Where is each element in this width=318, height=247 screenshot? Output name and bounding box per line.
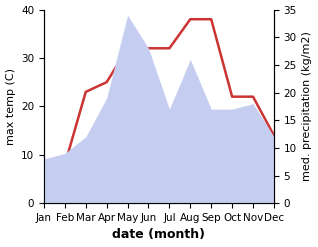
Y-axis label: med. precipitation (kg/m2): med. precipitation (kg/m2) <box>302 31 313 181</box>
X-axis label: date (month): date (month) <box>113 228 205 242</box>
Y-axis label: max temp (C): max temp (C) <box>5 68 16 145</box>
